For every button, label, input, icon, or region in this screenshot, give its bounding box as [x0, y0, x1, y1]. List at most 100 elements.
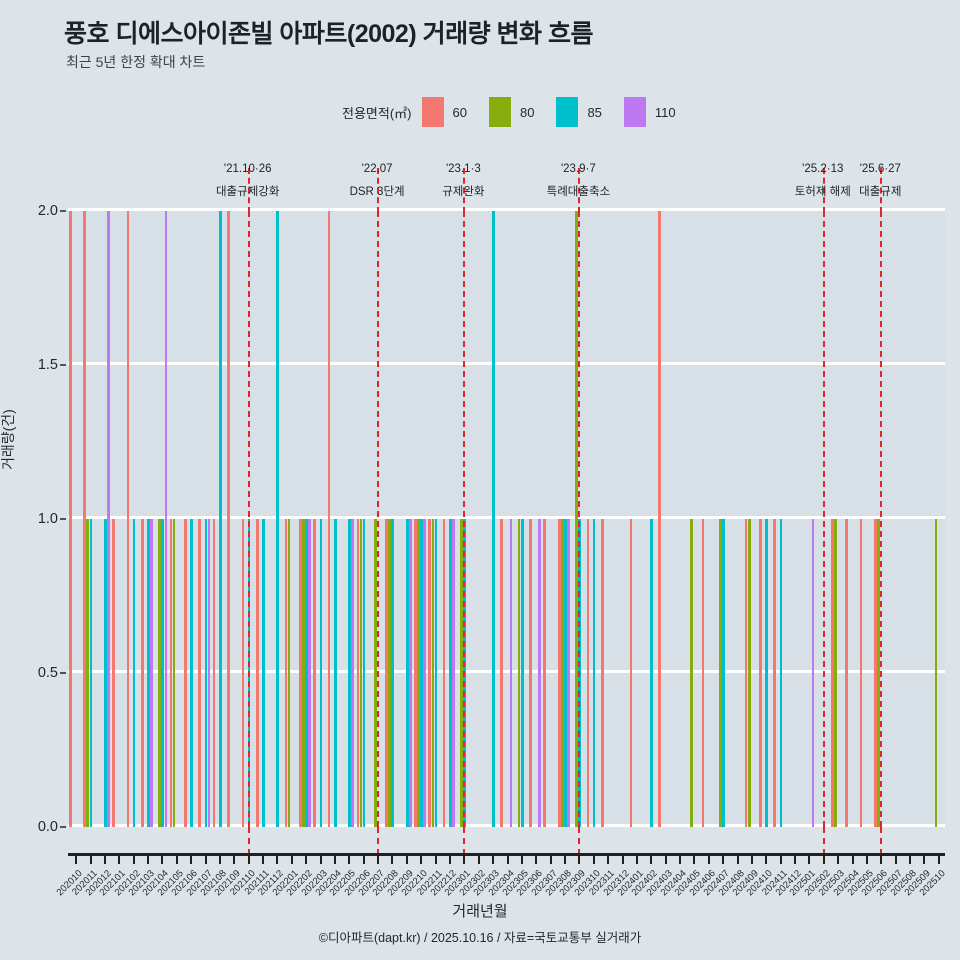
bar[interactable] — [690, 519, 693, 827]
bar[interactable] — [759, 519, 762, 827]
bar[interactable] — [431, 519, 435, 827]
bar[interactable] — [845, 519, 849, 827]
bar[interactable] — [877, 519, 880, 827]
bar[interactable] — [172, 519, 176, 827]
bar[interactable] — [517, 519, 521, 827]
bar[interactable] — [773, 519, 777, 827]
bar[interactable] — [351, 519, 355, 827]
bar[interactable] — [859, 519, 863, 827]
bar[interactable] — [198, 519, 202, 827]
bar[interactable] — [520, 519, 524, 827]
bar[interactable] — [567, 519, 570, 827]
bar[interactable] — [89, 519, 93, 827]
bar[interactable] — [112, 519, 115, 827]
bar[interactable] — [276, 211, 280, 827]
bar[interactable] — [529, 519, 532, 827]
bar[interactable] — [126, 211, 130, 827]
bar[interactable] — [417, 519, 420, 827]
bar[interactable] — [169, 519, 173, 827]
bar[interactable] — [557, 519, 561, 827]
bar[interactable] — [313, 519, 317, 827]
bar[interactable] — [103, 519, 107, 827]
bar[interactable] — [629, 519, 633, 827]
bar[interactable] — [262, 519, 265, 827]
bar[interactable] — [299, 519, 302, 827]
bar[interactable] — [874, 519, 877, 827]
bar[interactable] — [388, 519, 392, 827]
bar[interactable] — [500, 519, 503, 827]
bar[interactable] — [765, 519, 768, 827]
bar[interactable] — [319, 519, 323, 827]
bar[interactable] — [543, 519, 547, 827]
bar[interactable] — [161, 519, 165, 827]
bar[interactable] — [405, 519, 409, 827]
bar[interactable] — [255, 519, 259, 827]
bar[interactable] — [575, 211, 578, 827]
bar[interactable] — [434, 519, 438, 827]
bar[interactable] — [414, 519, 417, 827]
bar[interactable] — [420, 519, 423, 827]
bar[interactable] — [305, 519, 308, 827]
bar[interactable] — [140, 519, 144, 827]
bar[interactable] — [560, 519, 564, 827]
bar[interactable] — [333, 519, 337, 827]
bar[interactable] — [452, 519, 455, 827]
bar[interactable] — [374, 519, 377, 827]
bar[interactable] — [132, 519, 136, 827]
bar[interactable] — [650, 519, 653, 827]
bar[interactable] — [348, 519, 352, 827]
bar[interactable] — [204, 519, 208, 827]
bar[interactable] — [830, 519, 834, 827]
bar[interactable] — [779, 519, 783, 827]
bar[interactable] — [164, 211, 168, 827]
bar[interactable] — [184, 519, 187, 827]
bar[interactable] — [428, 519, 432, 827]
bar[interactable] — [83, 211, 87, 827]
bar[interactable] — [586, 519, 590, 827]
legend-item-80[interactable]: 80 — [488, 97, 550, 127]
legend-item-85[interactable]: 85 — [556, 97, 617, 127]
bar[interactable] — [69, 211, 72, 827]
bar[interactable] — [538, 519, 542, 827]
bar[interactable] — [356, 519, 360, 827]
bar[interactable] — [284, 519, 288, 827]
bar[interactable] — [158, 519, 162, 827]
bar[interactable] — [86, 519, 90, 827]
bar[interactable] — [423, 519, 427, 827]
bar[interactable] — [811, 519, 815, 827]
bar[interactable] — [460, 519, 463, 827]
bar[interactable] — [834, 519, 837, 827]
bar[interactable] — [509, 519, 513, 827]
bar[interactable] — [658, 211, 662, 827]
bar[interactable] — [107, 211, 110, 827]
bar[interactable] — [564, 519, 567, 827]
bar[interactable] — [934, 519, 938, 827]
bar[interactable] — [218, 211, 222, 827]
bar[interactable] — [448, 519, 452, 827]
bar[interactable] — [362, 519, 366, 827]
legend-item-60[interactable]: 60 — [421, 97, 483, 127]
bar[interactable] — [308, 519, 311, 827]
bar[interactable] — [744, 519, 748, 827]
bar[interactable] — [592, 519, 596, 827]
bar[interactable] — [442, 519, 446, 827]
bar[interactable] — [302, 519, 305, 827]
bar[interactable] — [359, 519, 363, 827]
bar[interactable] — [227, 211, 230, 827]
bar[interactable] — [600, 519, 604, 827]
bar[interactable] — [701, 519, 705, 827]
bar[interactable] — [327, 211, 331, 827]
bar[interactable] — [747, 519, 751, 827]
bar[interactable] — [385, 519, 388, 827]
bar[interactable] — [722, 519, 725, 827]
bar[interactable] — [492, 211, 495, 827]
bar[interactable] — [150, 519, 153, 827]
bar[interactable] — [147, 519, 150, 827]
bar[interactable] — [287, 519, 291, 827]
bar[interactable] — [212, 519, 216, 827]
bar[interactable] — [241, 519, 245, 827]
bar[interactable] — [207, 519, 211, 827]
legend-item-110[interactable]: 110 — [623, 97, 692, 127]
bar[interactable] — [719, 519, 722, 827]
bar[interactable] — [190, 519, 193, 827]
